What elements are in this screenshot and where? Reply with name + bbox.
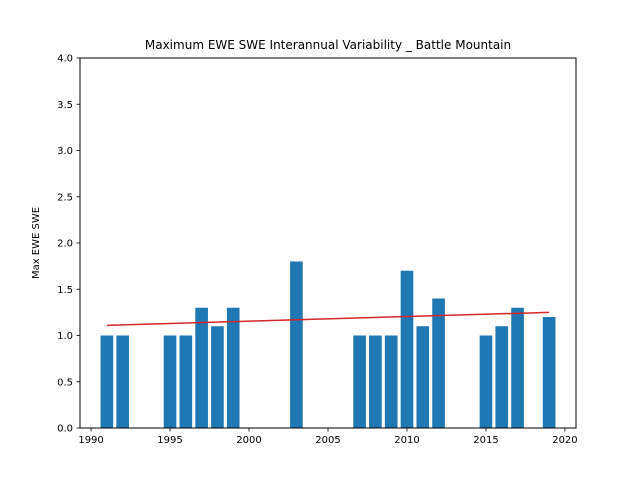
x-tick-label-2020: 2020 xyxy=(552,435,577,446)
bar-2010 xyxy=(400,270,414,428)
bar-1992 xyxy=(116,335,129,428)
y-tick-label-0: 0.0 xyxy=(57,424,73,435)
y-tick-label-4: 2.0 xyxy=(57,239,73,250)
bar-2019 xyxy=(542,317,556,428)
y-tick-label-8: 4.0 xyxy=(57,54,73,65)
trend-line-group xyxy=(106,311,550,327)
trend-line xyxy=(106,311,550,327)
x-tick-label-2000: 2000 xyxy=(236,435,261,446)
y-axis-ticks: 0.0 0.5 1.0 1.5 2.0 2.5 3.0 3.5 4.0 xyxy=(57,54,80,435)
x-tick-label-1995: 1995 xyxy=(157,435,182,446)
bar-2008 xyxy=(369,335,382,428)
bar-2017 xyxy=(511,307,524,428)
plot-area-background xyxy=(80,58,576,428)
bar-2012 xyxy=(432,298,445,428)
bar-2016 xyxy=(495,326,509,428)
bar-1997 xyxy=(195,307,208,428)
y-tick-label-6: 3.0 xyxy=(57,146,73,157)
bar-1995 xyxy=(163,335,177,428)
bar-2007 xyxy=(353,335,366,428)
bar-1999 xyxy=(226,307,240,428)
bar-1996 xyxy=(179,335,193,428)
bar-2009 xyxy=(384,335,398,428)
x-tick-label-2010: 2010 xyxy=(394,435,419,446)
bar-series xyxy=(100,261,556,428)
y-tick-label-3: 1.5 xyxy=(57,285,73,296)
bar-1998 xyxy=(211,326,224,428)
x-tick-label-2015: 2015 xyxy=(473,435,498,446)
bar-2015 xyxy=(479,335,493,428)
bar-2011 xyxy=(416,326,430,428)
y-tick-label-7: 3.5 xyxy=(57,100,73,111)
bar-2003 xyxy=(290,261,303,428)
x-tick-label-1990: 1990 xyxy=(78,435,103,446)
y-tick-label-1: 0.5 xyxy=(57,377,73,388)
bar-1991 xyxy=(100,335,114,428)
y-tick-label-2: 1.0 xyxy=(57,331,73,342)
x-axis-ticks: 1990 1995 2000 2005 2010 2015 2020 xyxy=(78,428,578,446)
y-tick-label-5: 2.5 xyxy=(57,192,73,203)
y-axis-label: Max EWE SWE xyxy=(31,207,42,279)
chart-title: Maximum EWE SWE Interannual Variability … xyxy=(145,38,511,52)
x-tick-label-2005: 2005 xyxy=(315,435,340,446)
